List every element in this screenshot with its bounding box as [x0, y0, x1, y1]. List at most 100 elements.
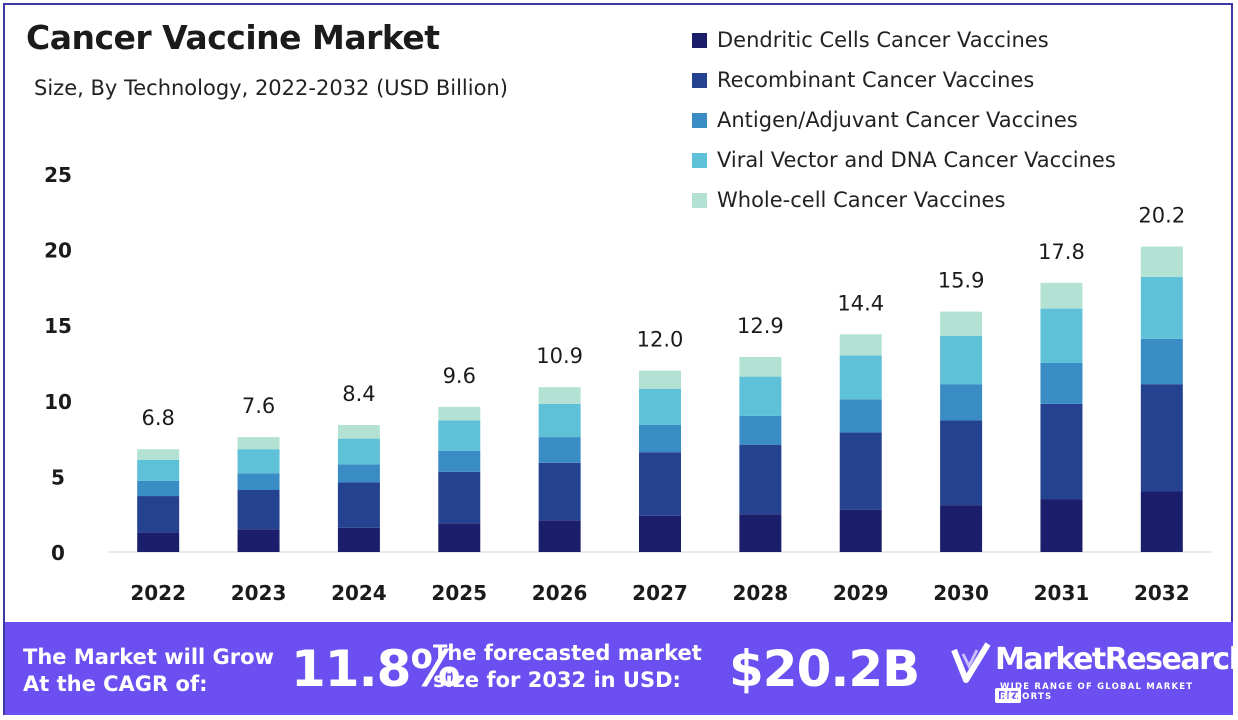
data-label: 8.4: [342, 382, 375, 406]
data-label: 6.8: [141, 406, 174, 430]
bar-segment-2: [739, 444, 782, 515]
legend-label: Whole-cell Cancer Vaccines: [717, 188, 1006, 212]
data-label: 12.0: [637, 328, 684, 352]
y-tick-label: 15: [44, 314, 72, 338]
x-tick-label: 2022: [130, 581, 186, 605]
data-label: 12.9: [737, 314, 784, 338]
bar-segment-2: [237, 490, 280, 530]
bar-segment-1: [1040, 499, 1083, 552]
legend-label: Dendritic Cells Cancer Vaccines: [717, 28, 1049, 52]
bar-segment-4: [337, 438, 380, 465]
bar-segment-3: [237, 473, 280, 491]
data-label: 14.4: [837, 291, 884, 315]
legend-swatch: [692, 72, 707, 88]
bar-segment-1: [538, 520, 581, 552]
brand-logo: MarketResearch BIZ: [995, 642, 1238, 712]
x-tick-label: 2031: [1034, 581, 1090, 605]
x-tick-label: 2026: [532, 581, 588, 605]
bar-segment-3: [940, 384, 983, 421]
legend-swatch: [692, 192, 707, 208]
brand-name: MarketResearch: [995, 642, 1238, 677]
bar-segment-1: [1140, 491, 1183, 552]
bar-segment-4: [137, 459, 180, 481]
bar-segment-4: [839, 355, 882, 400]
bar-segment-5: [839, 334, 882, 356]
legend-item: Whole-cell Cancer Vaccines: [692, 180, 1116, 220]
legend-label: Recombinant Cancer Vaccines: [717, 68, 1035, 92]
bar-segment-2: [538, 462, 581, 521]
legend-swatch: [692, 152, 707, 168]
bar-segment-5: [639, 370, 681, 389]
bar-segment-4: [1140, 276, 1183, 339]
bar-segment-4: [1040, 308, 1083, 363]
bar-segment-4: [237, 449, 280, 474]
bar-segment-4: [639, 388, 681, 425]
x-tick-label: 2029: [833, 581, 889, 605]
stacked-bar-chart: 05101520256.820227.620238.420249.6202510…: [44, 163, 1212, 605]
legend-item: Antigen/Adjuvant Cancer Vaccines: [692, 100, 1116, 140]
bar-segment-3: [1140, 338, 1183, 385]
data-label: 7.6: [242, 394, 275, 418]
x-tick-label: 2023: [231, 581, 287, 605]
forecast-caption: The forecasted market size for 2032 in U…: [433, 640, 702, 694]
brand-logo-icon: [951, 642, 991, 683]
legend-swatch: [692, 112, 707, 128]
bar-segment-2: [639, 452, 681, 516]
legend-swatch: [692, 32, 707, 48]
x-tick-label: 2024: [331, 581, 387, 605]
forecast-caption-line: size for 2032 in USD:: [433, 668, 681, 692]
bar-segment-1: [137, 532, 180, 552]
bar-segment-3: [337, 464, 380, 483]
bar-segment-2: [438, 471, 481, 524]
bar-segment-1: [940, 505, 983, 552]
x-tick-label: 2028: [733, 581, 789, 605]
bar-segment-1: [739, 514, 782, 552]
y-tick-label: 5: [51, 465, 65, 489]
data-label: 17.8: [1038, 240, 1085, 264]
bar-segment-4: [538, 403, 581, 438]
bar-segment-5: [538, 387, 581, 404]
cagr-value: 11.8%: [291, 640, 460, 698]
chart-legend: Dendritic Cells Cancer Vaccines Recombin…: [692, 20, 1116, 220]
cagr-caption-line: At the CAGR of:: [23, 672, 208, 696]
data-label: 10.9: [536, 344, 583, 368]
legend-item: Viral Vector and DNA Cancer Vaccines: [692, 140, 1116, 180]
legend-item: Recombinant Cancer Vaccines: [692, 60, 1116, 100]
chart-title: Cancer Vaccine Market: [26, 18, 440, 57]
data-label: 9.6: [443, 364, 476, 388]
legend-label: Viral Vector and DNA Cancer Vaccines: [717, 148, 1116, 172]
cagr-caption-line: The Market will Grow: [23, 645, 274, 669]
bar-segment-2: [839, 432, 882, 510]
bar-segment-3: [839, 399, 882, 433]
bar-segment-2: [337, 482, 380, 528]
bar-segment-3: [639, 424, 681, 453]
bar-segment-3: [538, 437, 581, 463]
forecast-caption-line: The forecasted market: [433, 641, 702, 665]
bar-segment-5: [1040, 282, 1083, 309]
bar-segment-5: [1140, 246, 1183, 277]
x-tick-label: 2032: [1134, 581, 1190, 605]
bar-segment-4: [940, 335, 983, 385]
legend-label: Antigen/Adjuvant Cancer Vaccines: [717, 108, 1078, 132]
bar-segment-1: [337, 527, 380, 552]
y-tick-label: 25: [44, 163, 72, 187]
bar-segment-4: [438, 420, 481, 451]
x-tick-label: 2030: [933, 581, 989, 605]
brand-tagline: WIDE RANGE OF GLOBAL MARKET REPORTS: [1000, 682, 1194, 702]
bar-segment-1: [438, 523, 481, 552]
bar-segment-5: [438, 406, 481, 421]
x-tick-label: 2027: [632, 581, 688, 605]
bar-segment-2: [940, 420, 983, 506]
bar-segment-5: [337, 424, 380, 439]
bar-segment-3: [1040, 363, 1083, 404]
x-tick-label: 2025: [431, 581, 487, 605]
summary-banner: The Market will Grow At the CAGR of: 11.…: [5, 622, 1238, 715]
forecast-value: $20.2B: [729, 640, 920, 698]
legend-item: Dendritic Cells Cancer Vaccines: [692, 20, 1116, 60]
y-tick-label: 0: [51, 541, 65, 565]
bar-segment-2: [1140, 384, 1183, 492]
bar-segment-1: [839, 509, 882, 552]
chart-subtitle: Size, By Technology, 2022-2032 (USD Bill…: [34, 76, 508, 100]
bar-segment-1: [639, 515, 681, 552]
data-label: 15.9: [938, 269, 985, 293]
